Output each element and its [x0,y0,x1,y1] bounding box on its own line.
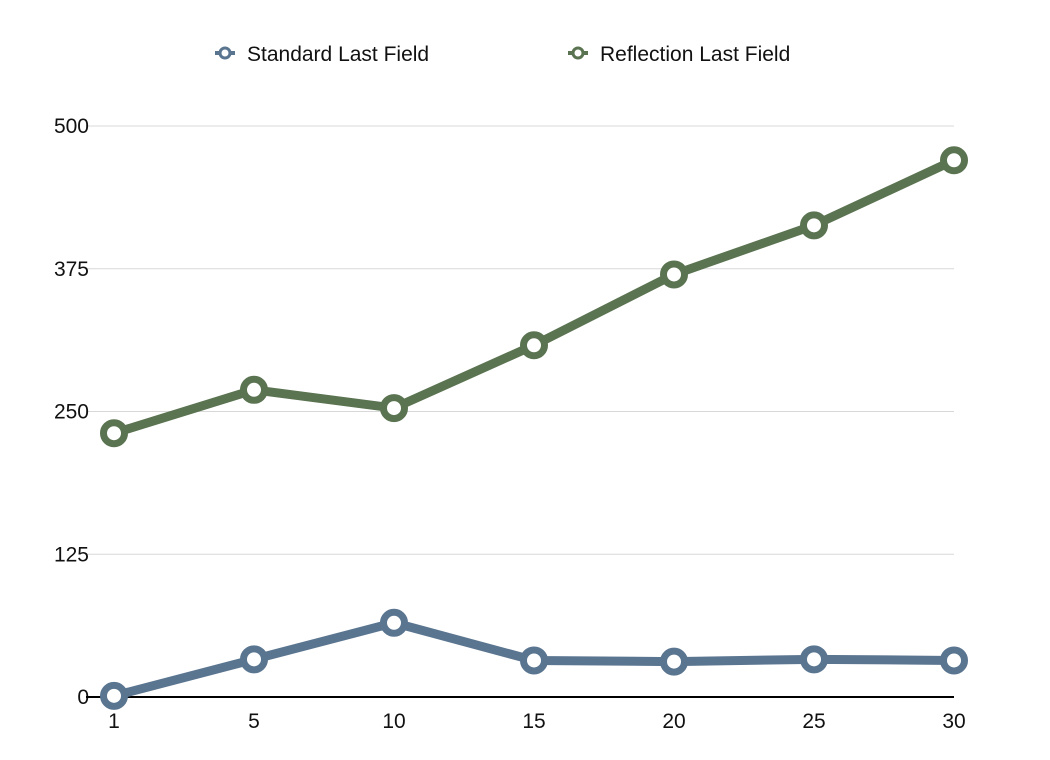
x-tick-label: 10 [382,710,405,733]
legend-item-0: Standard Last Field [215,43,429,66]
legend: Standard Last Field Reflection Last Field [215,43,790,66]
x-tick-label: 1 [108,710,120,733]
data-point [940,646,968,675]
series-layer [100,146,968,710]
data-point [100,419,128,448]
legend-item-1: Reflection Last Field [568,43,790,66]
data-point [240,375,268,404]
y-tick-label: 375 [54,258,89,281]
legend-label: Standard Last Field [247,43,429,66]
x-tick-label: 5 [248,710,260,733]
y-axis: 0 125 250 375 500 [54,115,89,709]
data-point [800,645,828,674]
data-point [520,331,548,360]
grid-lines [86,125,954,555]
x-tick-label: 30 [942,710,965,733]
legend-label: Reflection Last Field [600,43,790,66]
x-axis: 1 5 10 15 20 25 30 [86,696,966,733]
data-point [240,645,268,674]
series-0 [100,608,968,710]
series-1 [100,146,968,448]
x-tick-label: 25 [802,710,825,733]
y-tick-label: 250 [54,401,89,424]
data-point [520,646,548,675]
data-point [940,146,968,175]
data-point [380,608,408,637]
data-point [380,394,408,423]
series-line [109,155,959,438]
data-point [660,260,688,289]
legend-marker [218,46,232,60]
legend-marker [571,46,585,60]
x-tick-label: 20 [662,710,685,733]
y-tick-label: 500 [54,115,89,138]
y-tick-label: 125 [54,543,89,566]
y-tick-label: 0 [77,686,89,709]
data-point [800,211,828,240]
x-tick-label: 15 [522,710,545,733]
data-point [660,647,688,676]
data-point [100,681,128,710]
